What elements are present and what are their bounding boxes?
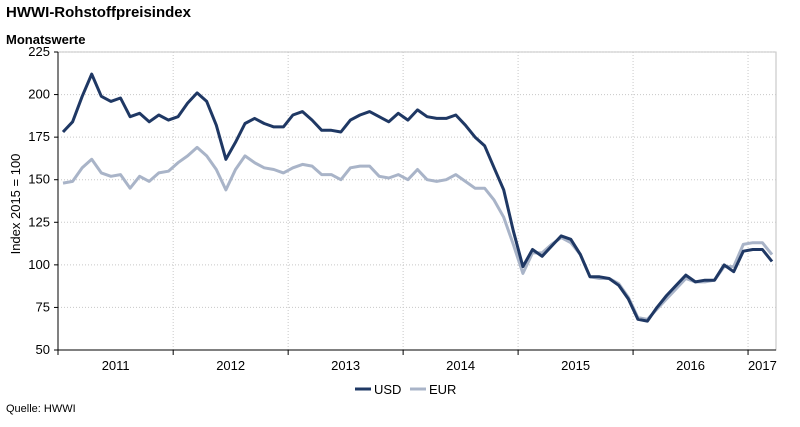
plot-frame: [57, 51, 777, 351]
y-tick-label: 200: [28, 87, 50, 102]
x-tick-label: 2013: [331, 358, 360, 373]
x-tick-label: 2015: [561, 358, 590, 373]
series-lines: [61, 72, 774, 323]
y-tick-label: 75: [36, 299, 50, 314]
y-tick-label: 100: [28, 257, 50, 272]
x-tick-label: 2016: [676, 358, 705, 373]
chart-subtitle: Monatswerte: [6, 32, 86, 47]
x-tick-label: 2011: [102, 358, 130, 373]
legend-label-usd: USD: [374, 382, 401, 397]
axes: [54, 51, 776, 355]
y-tick-label: 50: [36, 342, 50, 357]
y-tick-label: 225: [28, 44, 50, 59]
series-line-eur: [62, 145, 774, 321]
y-tick-label: 125: [28, 214, 50, 229]
source-note: Quelle: HWWI: [6, 403, 76, 415]
series-line-usd: [61, 72, 774, 323]
y-tick-label: 175: [28, 129, 50, 144]
grid: [57, 51, 777, 351]
chart-title: HWWI-Rohstoffpreisindex: [6, 4, 191, 21]
x-tick-label: 2014: [446, 358, 475, 373]
legend-label-eur: EUR: [429, 382, 456, 397]
x-tick-label: 2017: [748, 358, 777, 373]
legend: USD EUR: [355, 382, 456, 397]
y-tick-label: 150: [28, 172, 50, 187]
x-tick-label: 2012: [216, 358, 245, 373]
y-tick-labels: 50 75 100 125 150 175 200 225: [28, 44, 50, 357]
x-tick-labels: 2011 2012 2013 2014 2015 2016 2017: [102, 358, 777, 373]
y-axis-label: Index 2015 = 100: [8, 154, 23, 255]
